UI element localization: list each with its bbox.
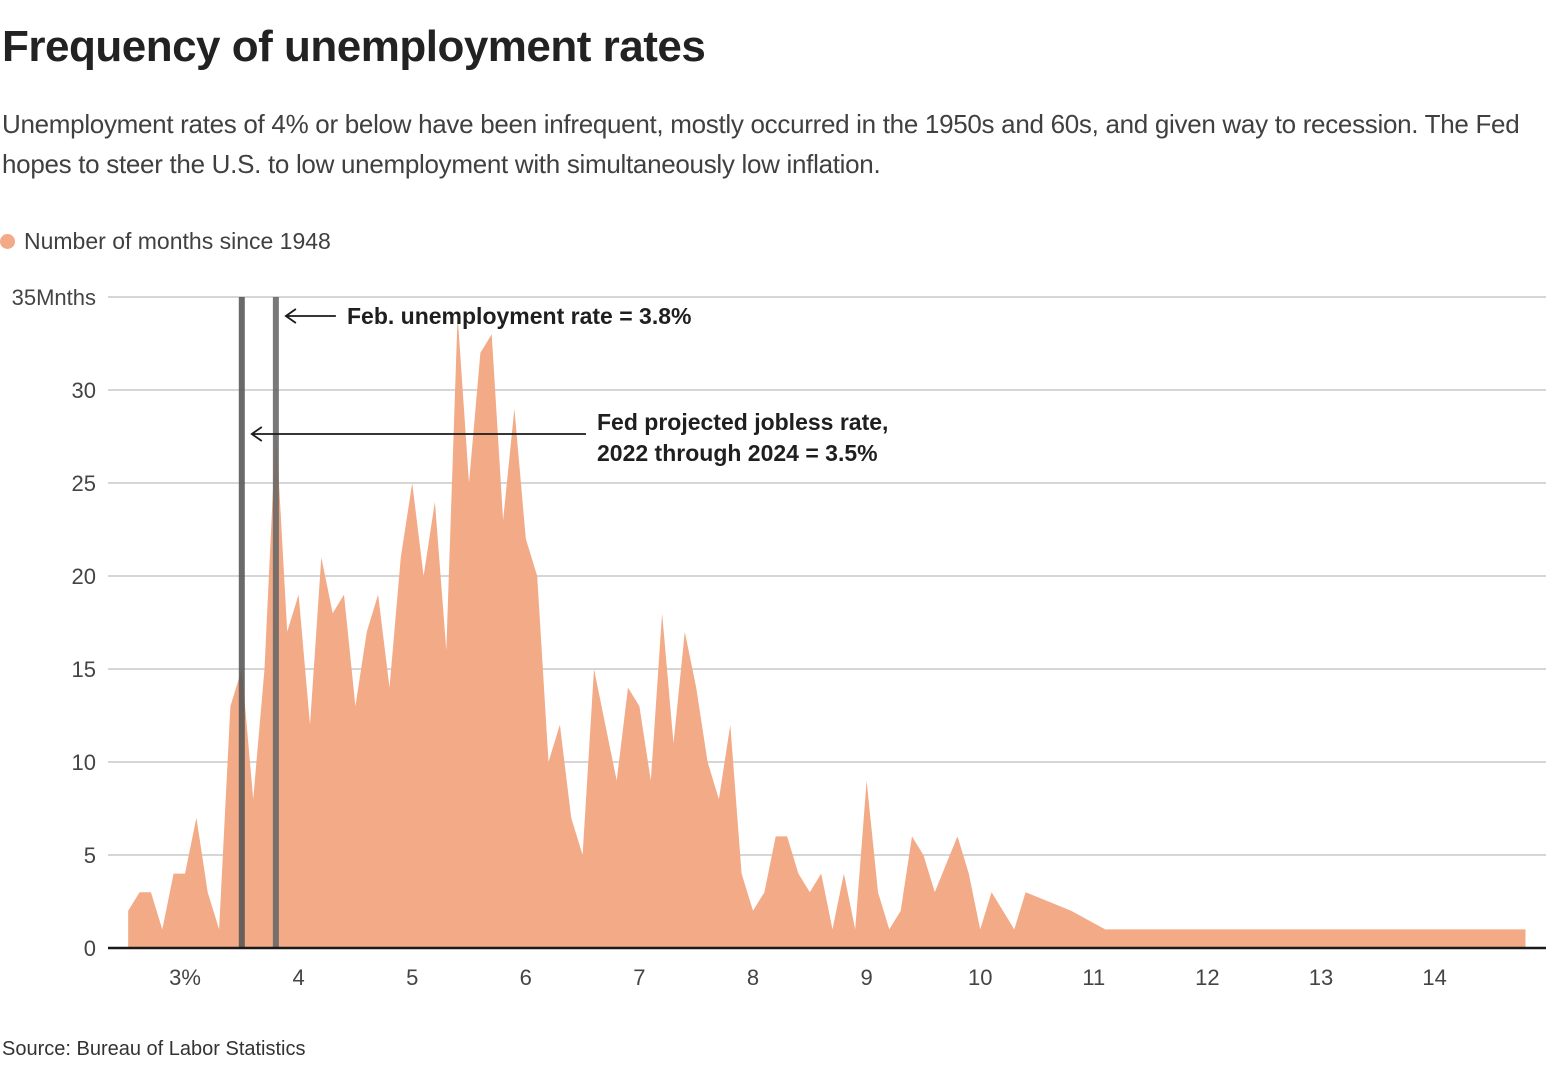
- y-tick-label: 5: [84, 843, 96, 868]
- legend-label: Number of months since 1948: [24, 228, 331, 254]
- y-tick-label: 0: [84, 936, 96, 961]
- y-tick-label: 25: [72, 471, 96, 496]
- arrow-head-icon: [250, 426, 263, 442]
- x-tick-label: 5: [406, 965, 418, 990]
- annotation-feb-rate: Feb. unemployment rate = 3.8%: [347, 303, 691, 329]
- x-tick-label: 4: [292, 965, 304, 990]
- annotations: Feb. unemployment rate = 3.8% Fed project…: [250, 303, 888, 466]
- y-tick-label: 20: [72, 564, 96, 589]
- annotation-fed-projection: 2022 through 2024 = 3.5%: [597, 440, 878, 466]
- area-series: [128, 315, 1526, 949]
- y-tick-label: 30: [72, 378, 96, 403]
- y-tick-label: 15: [72, 657, 96, 682]
- x-tick-label: 12: [1195, 965, 1219, 990]
- annotation-fed-projection: Fed projected jobless rate,: [597, 409, 888, 435]
- x-tick-label: 13: [1309, 965, 1333, 990]
- x-tick-label: 14: [1422, 965, 1446, 990]
- area-layer: [128, 315, 1526, 949]
- y-tick-label: 10: [72, 750, 96, 775]
- source-note: Source: Bureau of Labor Statistics: [2, 1038, 306, 1060]
- chart-subtitle: Unemployment rates of 4% or below have b…: [2, 109, 1520, 179]
- x-tick-label: 7: [633, 965, 645, 990]
- legend-swatch: [0, 234, 15, 249]
- x-axis-ticks: 3% 4 5 6 7 8 9 10 11 12 13 14: [169, 965, 1447, 990]
- x-tick-label: 8: [747, 965, 759, 990]
- legend: Number of months since 1948: [0, 228, 331, 255]
- arrow-head-icon: [284, 308, 297, 324]
- reference-lines: [238, 297, 279, 948]
- y-axis-ticks: 0 5 10 15 20 25 30 35Mnths: [12, 285, 96, 961]
- x-tick-label: 11: [1082, 965, 1105, 990]
- chart-title: Frequency of unemployment rates: [2, 22, 706, 71]
- x-tick-label: 10: [968, 965, 992, 990]
- x-tick-label: 9: [860, 965, 872, 990]
- x-tick-label: 3%: [169, 965, 201, 990]
- x-tick-label: 6: [520, 965, 532, 990]
- y-tick-label: 35Mnths: [12, 285, 96, 310]
